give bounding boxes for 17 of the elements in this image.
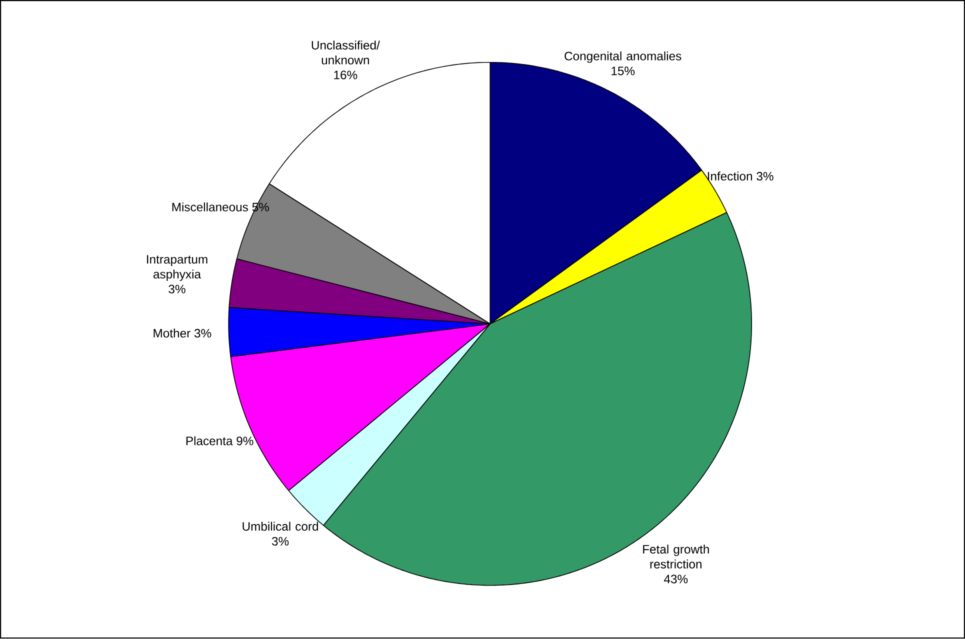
data-label: 16%: [334, 70, 358, 80]
data-label: 43%: [664, 574, 688, 584]
slice-label: Congenital anomalies: [564, 52, 682, 63]
slice-label: Fetal growth restriction: [643, 544, 709, 569]
data-label: 3%: [272, 537, 289, 546]
slice-label: Infection: [708, 172, 752, 181]
data-label: 15%: [612, 66, 635, 76]
data-label: 9%: [236, 436, 254, 446]
slice-label: Intrapartum asphyxia: [147, 255, 208, 282]
data-label: 3%: [194, 329, 212, 338]
slice-label: Miscellaneous: [172, 202, 248, 212]
slice-label: Placenta: [186, 436, 233, 446]
slice-label: Umbilical cord: [242, 522, 318, 531]
data-label: 3%: [168, 284, 186, 294]
slice-label: Unclassified/ unknown: [312, 40, 380, 65]
slice-label: Mother: [154, 328, 190, 338]
data-label: 3%: [756, 172, 774, 181]
